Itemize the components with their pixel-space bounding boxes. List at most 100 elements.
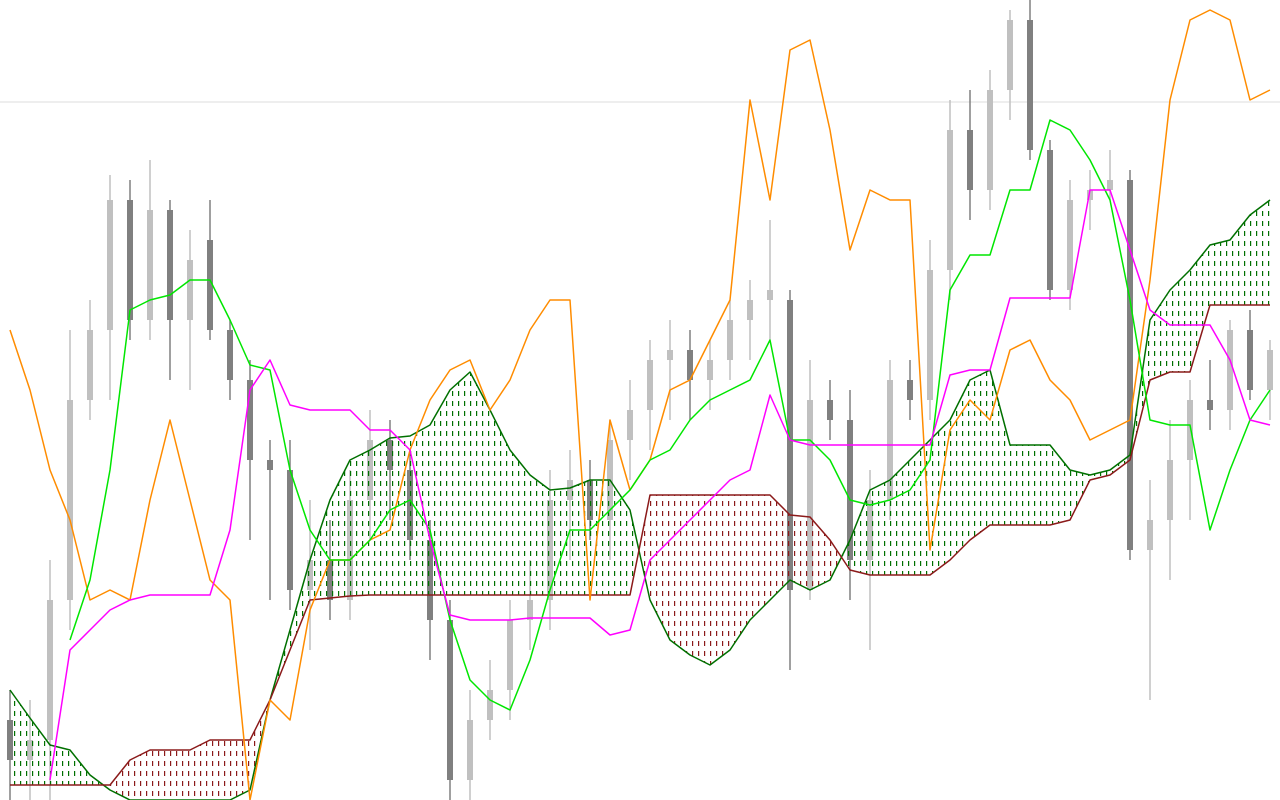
cloud-fill <box>630 510 639 595</box>
candle-body <box>207 240 213 330</box>
cloud-fill <box>730 495 750 650</box>
candle-body <box>487 690 493 720</box>
candle-body <box>967 130 973 190</box>
candle-body <box>727 320 733 360</box>
candle-body <box>47 600 53 740</box>
cloud-fill <box>1190 245 1210 372</box>
cloud-fill <box>10 690 30 785</box>
cloud-fill <box>850 490 870 575</box>
cloud-fill <box>290 560 310 650</box>
cloud-fill <box>1070 470 1090 520</box>
span-a-line <box>9 199 1271 800</box>
candle-body <box>687 350 693 380</box>
candle-body <box>527 600 533 620</box>
cloud-fill <box>1010 445 1030 525</box>
candle-body <box>1027 20 1033 150</box>
cloud-fill <box>930 420 950 575</box>
cloud-fill <box>610 480 630 595</box>
candle-body <box>667 350 673 360</box>
cloud-fill <box>638 495 650 600</box>
candle-body <box>87 330 93 400</box>
candle-body <box>767 290 773 300</box>
candle-body <box>287 470 293 590</box>
cloud-fill <box>1050 445 1070 525</box>
cloud-fill <box>490 410 510 595</box>
cloud-fill <box>310 500 330 600</box>
cloud-fill <box>110 760 130 800</box>
candle-body <box>1227 330 1233 410</box>
cloud-fill <box>830 540 842 580</box>
cloud-fill <box>370 438 390 595</box>
cloud-fill <box>570 480 590 595</box>
cloud-fill <box>210 740 230 800</box>
cloud-fill <box>30 718 50 785</box>
candle-body <box>807 400 813 590</box>
cloud-fill <box>1110 455 1130 475</box>
cloud-fill <box>170 750 190 800</box>
cloud-fill <box>1210 240 1230 305</box>
cloud-fill <box>770 495 790 600</box>
candle-body <box>887 380 893 500</box>
cloud-fill <box>650 495 670 640</box>
candle-body <box>1147 520 1153 550</box>
cloud-fill <box>470 372 490 595</box>
candle-body <box>247 380 253 460</box>
span-b-line <box>10 304 1270 786</box>
candle-body <box>1067 200 1073 290</box>
candle-body <box>107 200 113 330</box>
candle-body <box>1047 150 1053 290</box>
cloud-fill <box>1230 215 1250 305</box>
candle-body <box>267 460 273 470</box>
candle-body <box>1127 180 1133 550</box>
candle-body <box>1207 400 1213 410</box>
cloud-fill <box>710 495 730 665</box>
candle-body <box>127 200 133 320</box>
candle-body <box>1267 350 1273 390</box>
candle-body <box>907 380 913 400</box>
candle-body <box>947 130 953 270</box>
candle-body <box>467 720 473 780</box>
cloud-fill <box>450 372 470 595</box>
cloud-fill <box>990 370 1010 525</box>
cloud-fill <box>1090 470 1110 480</box>
candle-body <box>987 90 993 190</box>
candle-body <box>627 410 633 440</box>
candle-body <box>147 210 153 320</box>
indicator-line <box>49 189 1271 781</box>
candle-body <box>787 300 793 590</box>
cloud-fill <box>870 480 890 575</box>
candle-body <box>227 330 233 380</box>
cloud-fill <box>150 750 170 800</box>
cloud-fill <box>790 515 810 590</box>
cloud-fill <box>410 425 430 595</box>
cloud-fill <box>430 390 450 595</box>
candle-body <box>707 360 713 380</box>
candle-body <box>1007 20 1013 90</box>
cloud-fill <box>950 380 970 560</box>
cloud-fill <box>330 460 350 598</box>
candle-body <box>1167 460 1173 520</box>
candle-body <box>747 300 753 320</box>
candle-body <box>167 210 173 320</box>
cloud-fill <box>590 480 610 595</box>
cloud-fill <box>890 460 910 575</box>
cloud-fill <box>1030 445 1050 525</box>
cloud-fill <box>750 495 770 620</box>
candle-body <box>187 260 193 320</box>
cloud-fill <box>70 750 90 785</box>
candle-body <box>1187 400 1193 460</box>
indicator-line <box>69 119 1271 711</box>
candle-body <box>507 620 513 690</box>
cloud-fill <box>390 436 410 595</box>
candle-body <box>447 620 453 780</box>
candle-body <box>927 270 933 400</box>
candle-body <box>647 360 653 410</box>
cloud-fill <box>690 495 710 665</box>
cloud-fill <box>530 475 550 595</box>
cloud-fill <box>841 540 850 570</box>
cloud-fill <box>50 745 70 785</box>
cloud-fill <box>130 750 150 800</box>
